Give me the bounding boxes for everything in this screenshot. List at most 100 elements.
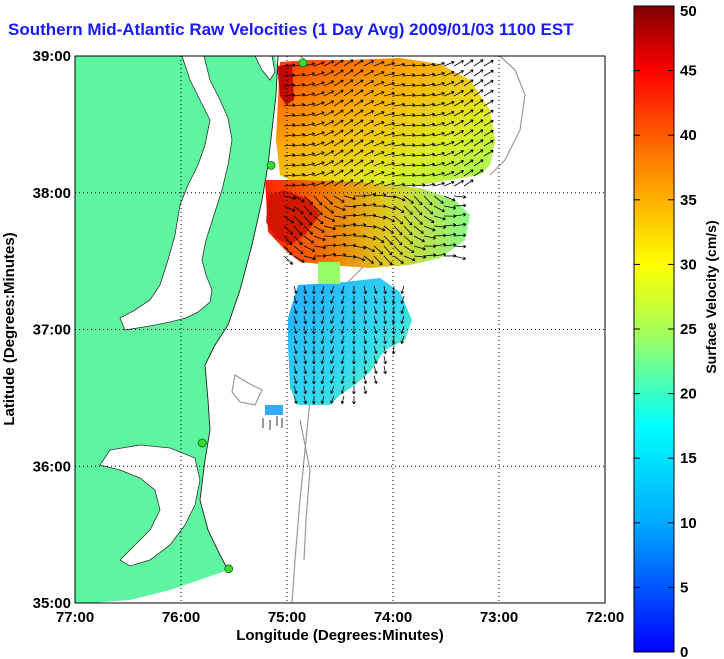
velocity-arrow <box>453 80 464 87</box>
velocity-arrow <box>313 195 323 206</box>
colorbar-tick-label: 45 <box>680 63 697 80</box>
velocity-arrow <box>453 100 464 107</box>
velocity-arrow <box>293 345 298 354</box>
velocity-arrow <box>313 205 323 216</box>
velocity-arrow <box>423 62 436 67</box>
velocity-arrow <box>313 131 325 137</box>
velocity-arrow <box>433 71 445 77</box>
velocity-arrow <box>313 181 325 187</box>
velocity-arrow <box>483 59 494 67</box>
x-tick-label: 72:00 <box>586 609 624 626</box>
velocity-arrow <box>320 285 325 294</box>
velocity-arrow <box>353 79 364 87</box>
velocity-arrow <box>433 181 445 187</box>
velocity-arrow <box>311 335 316 345</box>
velocity-arrow <box>320 295 325 304</box>
velocity-arrow <box>352 305 356 315</box>
velocity-arrow <box>313 121 325 127</box>
velocity-arrow <box>340 325 345 335</box>
velocity-arrow <box>353 139 364 147</box>
velocity-arrow <box>423 92 436 97</box>
velocity-arrow <box>323 90 335 97</box>
x-tick-labels: 77:00 76:00 75:00 74:00 73:00 72:00 <box>56 609 624 626</box>
velocity-arrow <box>473 59 484 67</box>
velocity-arrow <box>320 365 325 374</box>
velocity-arrow <box>333 99 344 107</box>
velocity-arrow <box>443 170 455 177</box>
velocity-arrow <box>323 100 335 107</box>
velocity-arrow <box>363 325 368 335</box>
velocity-arrow <box>283 153 296 158</box>
velocity-arrow <box>311 315 316 325</box>
velocity-arrow <box>393 255 404 264</box>
velocity-arrow <box>353 59 364 67</box>
velocity-arrow <box>393 245 403 255</box>
velocity-arrow <box>423 152 436 157</box>
velocity-arrow <box>283 93 296 98</box>
velocity-arrow <box>373 80 385 87</box>
velocity-arrow <box>373 120 385 127</box>
velocity-arrow <box>340 285 345 295</box>
velocity-arrow <box>423 225 436 232</box>
velocity-arrow <box>473 139 484 147</box>
velocity-arrow <box>330 315 335 324</box>
velocity-arrow <box>352 395 356 405</box>
velocity-arrow <box>363 180 374 187</box>
velocity-arrow <box>313 151 325 157</box>
velocity-field-cape <box>277 64 294 105</box>
velocity-arrow <box>393 62 406 67</box>
velocity-arrow <box>363 192 377 197</box>
colorbar-tick-label: 5 <box>680 579 688 596</box>
velocity-arrow <box>313 101 325 107</box>
velocity-arrow <box>443 90 455 97</box>
velocity-arrow <box>400 335 405 344</box>
velocity-arrow <box>473 79 484 87</box>
velocity-arrow <box>340 335 345 345</box>
velocity-arrow <box>373 180 385 187</box>
velocity-arrow <box>293 285 298 294</box>
velocity-arrow <box>311 385 316 395</box>
velocity-arrow <box>373 245 384 255</box>
velocity-arrow <box>283 83 296 88</box>
velocity-arrow <box>353 169 364 177</box>
velocity-arrow <box>373 193 387 197</box>
velocity-arrow <box>352 365 356 375</box>
velocity-arrow <box>433 111 445 117</box>
velocity-arrow <box>363 385 368 395</box>
velocity-arrow <box>373 150 385 157</box>
velocity-arrow <box>413 133 426 137</box>
velocity-arrow <box>303 215 313 226</box>
velocity-arrow <box>283 113 296 118</box>
velocity-arrow <box>333 195 345 203</box>
velocity-arrow <box>303 112 315 117</box>
colorbar <box>633 5 675 653</box>
velocity-arrow <box>433 215 446 221</box>
colorbar-tick-label: 35 <box>680 192 697 209</box>
velocity-arrow <box>323 252 337 257</box>
velocity-arrow <box>353 255 366 262</box>
velocity-arrow <box>483 119 494 127</box>
velocity-arrow <box>413 173 426 177</box>
velocity-arrow <box>383 365 387 375</box>
velocity-field-hotspot <box>266 190 320 245</box>
velocity-arrow <box>320 335 325 344</box>
velocity-arrow <box>393 132 406 137</box>
velocity-arrow <box>463 149 474 157</box>
velocity-arrow <box>311 395 316 405</box>
velocity-arrow <box>303 245 316 252</box>
velocity-arrow <box>463 69 474 77</box>
velocity-arrow <box>303 295 308 305</box>
velocity-arrow <box>403 93 416 97</box>
velocity-arrow <box>423 142 436 147</box>
velocity-arrow <box>373 295 378 304</box>
velocity-arrow <box>363 305 368 315</box>
velocity-arrow <box>311 285 316 295</box>
velocity-arrow <box>403 255 416 262</box>
velocity-arrow <box>293 112 306 117</box>
colorbar-tick-label: 15 <box>680 450 697 467</box>
velocity-arrow <box>343 159 354 167</box>
velocity-arrows <box>262 59 494 430</box>
colorbar-tick-label: 40 <box>680 127 697 144</box>
velocity-arrow <box>403 195 414 204</box>
velocity-arrow <box>483 79 494 87</box>
